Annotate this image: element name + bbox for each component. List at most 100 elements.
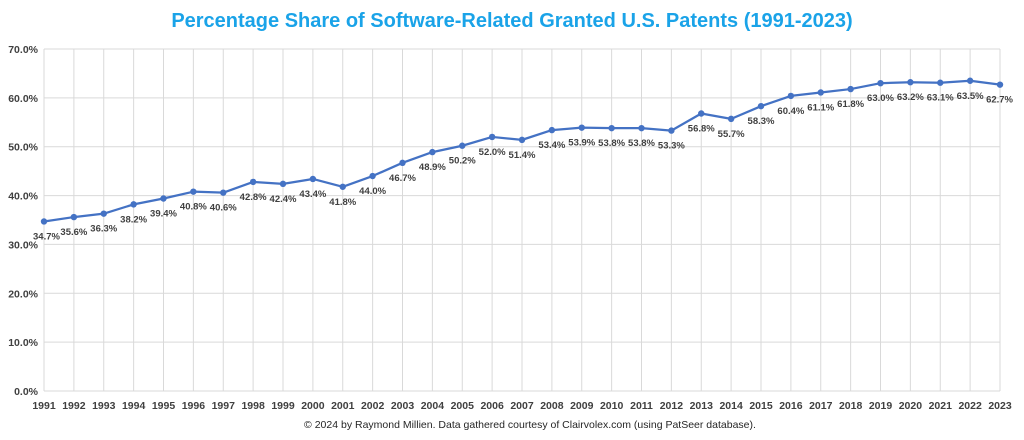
x-tick-label: 2002 [361,400,385,412]
data-point [996,81,1004,88]
gridlines [43,48,1001,392]
data-label: 46.7% [389,173,416,184]
x-tick-label: 1993 [92,400,116,412]
x-tick-label: 2013 [690,400,714,412]
data-label: 62.7% [986,95,1013,106]
data-label: 53.8% [628,138,655,149]
data-label: 63.5% [957,91,984,102]
data-point [249,178,257,186]
data-label: 56.8% [688,123,715,134]
data-point [399,159,406,167]
data-label: 44.0% [359,186,386,197]
x-tick-label: 2009 [570,400,594,412]
data-point [966,77,974,84]
x-tick-label: 2022 [958,400,982,412]
x-tick-label: 2016 [779,400,803,412]
x-tick-label: 1998 [241,400,265,412]
data-label: 52.0% [479,147,506,158]
x-tick-label: 2020 [899,400,923,412]
x-tick-label: 2000 [301,400,325,412]
data-label: 63.0% [867,93,894,104]
data-point [70,213,78,221]
x-tick-label: 2011 [630,400,653,412]
data-point [309,175,317,183]
data-point [488,133,496,141]
data-label: 53.8% [598,138,625,149]
x-tick-label: 2023 [988,400,1012,412]
data-label: 40.6% [210,203,237,214]
data-label: 61.8% [837,99,864,110]
data-label: 36.3% [90,224,117,235]
x-tick-label: 1995 [152,400,176,412]
y-tick-label: 30.0% [8,239,38,251]
data-point [220,189,227,196]
y-tick-label: 70.0% [8,44,38,56]
source-credit: © 2024 by Raymond Millien. Data gathered… [304,419,756,431]
data-point [160,195,167,202]
data-label: 48.9% [419,162,446,173]
data-point [279,180,287,188]
data-point [668,127,675,134]
data-point [429,148,436,156]
y-tick-label: 40.0% [8,191,38,203]
x-tick-label: 2003 [391,400,415,412]
x-tick-label: 1997 [212,400,236,412]
x-tick-label: 2007 [510,400,534,412]
data-label: 34.7% [33,231,60,242]
x-tick-label: 2008 [540,400,564,412]
data-label: 53.3% [658,141,685,152]
data-point [847,85,854,93]
x-tick-label: 1992 [62,400,86,412]
x-tick-label: 2018 [839,400,863,412]
data-label: 35.6% [60,227,87,238]
data-point [548,126,556,134]
data-point [787,92,795,100]
data-label: 42.8% [240,192,267,203]
data-point [937,79,944,86]
data-point [817,89,824,96]
data-label: 61.1% [807,102,834,113]
y-tick-label: 50.0% [8,142,38,154]
data-label: 51.4% [509,150,536,161]
data-point [130,201,137,208]
data-point [757,102,765,110]
x-tick-label: 2017 [809,400,833,412]
y-tick-label: 10.0% [8,337,38,349]
data-point [877,80,884,87]
data-label: 40.8% [180,202,207,213]
data-points [40,77,1004,225]
y-tick-label: 60.0% [8,93,38,105]
data-point [698,110,705,117]
data-label: 58.3% [748,116,775,127]
x-axis-ticks: 1991 1992 1993 1994 1995 1996 1997 1998 1999 2000… [32,400,1012,412]
data-label: 60.4% [777,106,804,117]
x-tick-label: 2001 [331,400,355,412]
x-tick-label: 2019 [869,400,893,412]
y-tick-label: 20.0% [8,288,38,300]
data-label: 63.2% [897,92,924,103]
data-label: 63.1% [927,93,954,104]
data-label: 55.7% [718,129,745,140]
x-tick-label: 1994 [122,400,146,412]
x-tick-label: 1996 [182,400,206,412]
data-label: 42.4% [270,194,297,205]
x-tick-label: 2015 [749,400,773,412]
x-tick-label: 2006 [480,400,504,412]
y-axis-ticks: 0.0% 10.0% 20.0% 30.0% 40.0% 50.0% 60.0% 70.0% [8,44,38,398]
data-point [727,115,735,123]
data-point [638,124,645,132]
data-label: 38.2% [120,214,147,225]
data-point [40,218,48,225]
chart-title: Percentage Share of Software-Related Gra… [171,10,852,32]
x-tick-label: 1999 [271,400,295,412]
data-point [190,188,197,195]
data-point [907,79,914,86]
data-point [100,210,107,217]
data-point [518,136,526,144]
x-tick-label: 2014 [719,400,743,412]
x-tick-label: 2012 [660,400,684,412]
data-label: 39.4% [150,209,177,220]
data-point [339,183,346,190]
data-point [459,142,466,149]
